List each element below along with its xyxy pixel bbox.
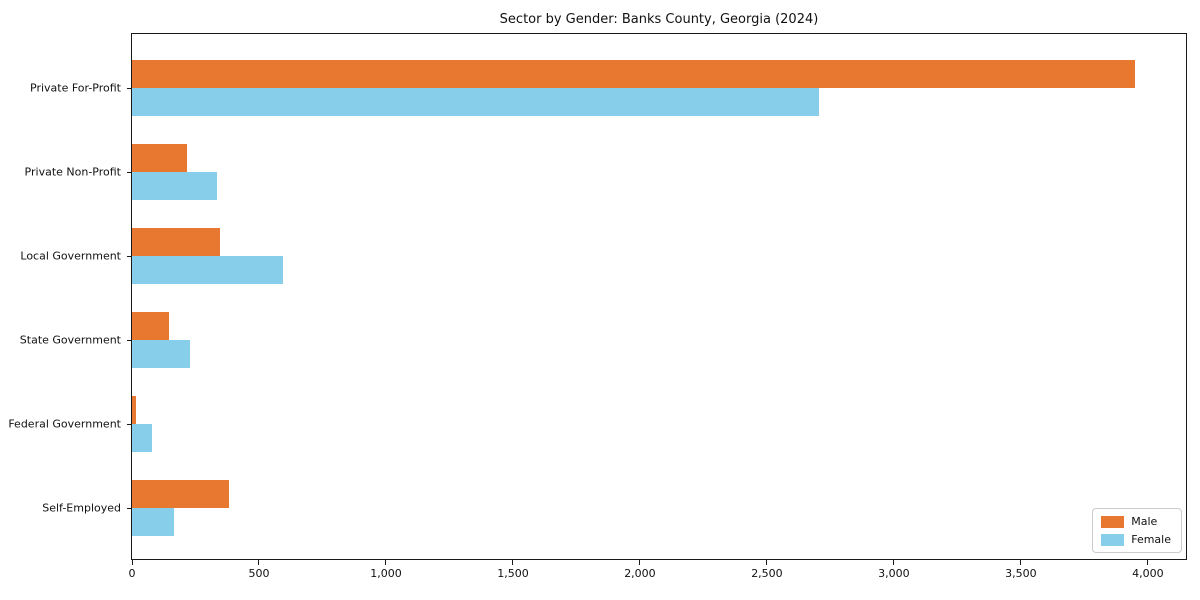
x-tickmark-2-500 — [766, 560, 768, 565]
x-tickmark-3-500 — [1020, 560, 1022, 565]
y-label-private-non-profit: Private Non-Profit — [24, 165, 121, 179]
legend-item-female: Female — [1101, 533, 1171, 546]
x-tick-label-2-500: 2,500 — [751, 567, 783, 580]
bar-female-private-non-profit — [132, 172, 218, 200]
y-label-state-government: State Government — [19, 333, 121, 347]
plot-area: Male Female — [131, 33, 1187, 560]
bar-female-federal-government — [132, 424, 152, 452]
x-tick-label-3-000: 3,000 — [878, 567, 910, 580]
bar-male-private-non-profit — [132, 144, 187, 172]
bar-female-self-employed — [132, 508, 174, 536]
y-label-self-employed: Self-Employed — [42, 501, 121, 515]
bar-male-federal-government — [132, 396, 136, 424]
y-tickmark-local-government — [127, 255, 131, 257]
x-tick-label-3-500: 3,500 — [1005, 567, 1037, 580]
bar-female-local-government — [132, 256, 284, 284]
legend-item-male: Male — [1101, 515, 1171, 528]
y-tickmark-state-government — [127, 339, 131, 341]
x-tickmark-4-000 — [1147, 560, 1149, 565]
male-legend-label: Male — [1131, 515, 1158, 528]
x-tick-label-0: 0 — [128, 567, 136, 580]
bar-male-self-employed — [132, 480, 229, 508]
y-label-private-for-profit: Private For-Profit — [30, 81, 121, 95]
x-tickmark-0 — [131, 560, 133, 565]
y-tickmark-self-employed — [127, 507, 131, 509]
y-label-local-government: Local Government — [20, 249, 121, 263]
x-tick-label-1-500: 1,500 — [497, 567, 529, 580]
x-tick-label-4-000: 4,000 — [1132, 567, 1164, 580]
bar-male-local-government — [132, 228, 220, 256]
x-tick-label-1-000: 1,000 — [370, 567, 402, 580]
x-tick-label-2-000: 2,000 — [624, 567, 656, 580]
legend: Male Female — [1092, 508, 1182, 553]
female-legend-label: Female — [1131, 533, 1171, 546]
y-label-federal-government: Federal Government — [8, 417, 121, 431]
x-tickmark-2-000 — [639, 560, 641, 565]
y-axis: Private For-Profit Private Non-Profit Loca… — [0, 33, 131, 560]
bar-female-state-government — [132, 340, 191, 368]
x-tick-label-500: 500 — [248, 567, 270, 580]
x-tickmark-3-000 — [893, 560, 895, 565]
female-legend-swatch-icon — [1101, 533, 1125, 546]
bar-female-private-for-profit — [132, 88, 819, 116]
y-tickmark-private-for-profit — [127, 87, 131, 89]
bar-male-private-for-profit — [132, 60, 1136, 88]
x-tickmark-1-500 — [512, 560, 514, 565]
y-tickmark-private-non-profit — [127, 171, 131, 173]
bar-male-state-government — [132, 312, 169, 340]
x-tickmark-1-000 — [385, 560, 387, 565]
y-tickmark-federal-government — [127, 423, 131, 425]
x-tickmark-500 — [258, 560, 260, 565]
male-legend-swatch-icon — [1101, 515, 1125, 528]
x-axis: 0 500 1,000 1,500 2,000 2,500 3,000 3,500 4,000 — [129, 560, 1187, 590]
chart-title: Sector by Gender: Banks County, Georgia … — [499, 12, 819, 27]
